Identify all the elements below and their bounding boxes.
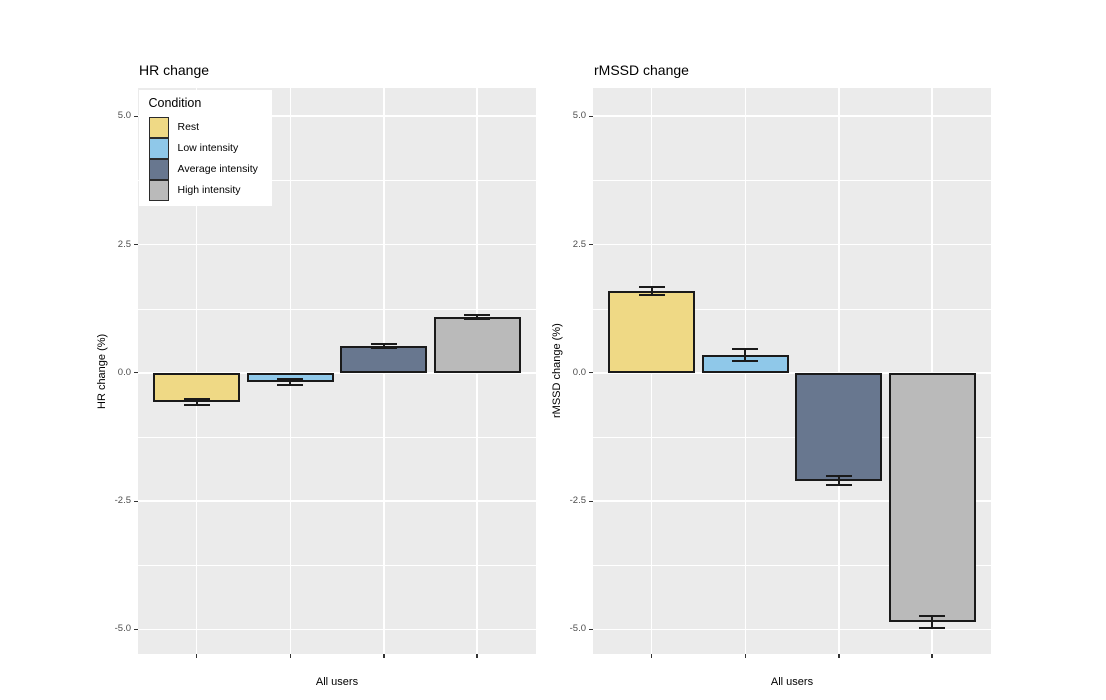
gridline-major-h	[593, 500, 991, 502]
error-bar-cap	[919, 614, 946, 617]
error-bar-cap	[732, 347, 759, 350]
legend-item: Average intensity	[139, 158, 272, 180]
x-tick-mark	[289, 654, 292, 658]
y-tick-mark	[134, 372, 138, 374]
error-bar-cap	[638, 293, 665, 296]
y-tick-mark	[134, 115, 138, 117]
y-tick-mark	[589, 115, 593, 117]
legend-item: Rest	[139, 116, 272, 138]
legend-key-swatch	[148, 158, 169, 180]
legend: Condition Rest Low intensity Average inten…	[138, 89, 272, 206]
y-tick-label: 0.0	[117, 366, 131, 378]
y-tick-label: -2.5	[569, 495, 586, 507]
gridline-minor-h	[593, 436, 991, 438]
gridline-major-v	[289, 88, 292, 654]
gridline-major-h	[593, 372, 991, 374]
error-bar-cap	[183, 403, 210, 406]
gridline-major-h	[138, 115, 536, 117]
gridline-major-h	[593, 243, 991, 246]
error-bar-cap	[277, 384, 304, 387]
gridline-major-h	[593, 115, 991, 117]
x-tick-mark	[838, 654, 840, 658]
error-bar-cap	[370, 347, 397, 350]
x-axis-title-rmssd: All users	[770, 676, 814, 688]
error-bar-cap	[464, 313, 491, 316]
error-bar-line	[289, 378, 292, 386]
legend-key-swatch	[148, 179, 169, 201]
y-tick-mark	[134, 628, 138, 631]
error-bar-cap	[277, 377, 304, 380]
y-tick-label: -5.0	[569, 623, 586, 635]
legend-item-label: Average intensity	[177, 163, 258, 175]
gridline-major-h	[138, 500, 536, 502]
y-tick-label: 5.0	[117, 110, 131, 122]
legend-item: High intensity	[139, 179, 272, 201]
bar-rest	[608, 290, 695, 373]
error-bar-cap	[464, 317, 491, 320]
error-bar-line	[382, 344, 385, 349]
bar-high-intensity	[433, 316, 521, 373]
error-bar-line	[931, 615, 934, 628]
x-tick-mark	[383, 654, 385, 658]
gridline-minor-h	[138, 308, 536, 310]
y-tick-label: 0.0	[572, 366, 586, 378]
gridline-minor-h	[593, 565, 991, 567]
gridline-major-h	[138, 372, 536, 374]
legend-item: Low intensity	[139, 137, 272, 159]
legend-item-label: Low intensity	[177, 142, 239, 154]
x-tick-mark	[195, 654, 198, 658]
y-tick-label: 2.5	[572, 238, 586, 250]
error-bar-line	[476, 314, 479, 319]
y-tick-mark	[589, 244, 593, 246]
gridline-minor-h	[138, 180, 536, 182]
gridline-minor-h	[593, 308, 991, 310]
legend-key-swatch	[148, 137, 169, 159]
gridline-minor-h	[593, 180, 991, 182]
x-tick-mark	[476, 654, 478, 658]
chart-title-rmssd: rMSSD change	[594, 62, 689, 78]
gridline-major-v	[838, 88, 840, 654]
gridline-major-v	[195, 88, 198, 654]
error-bar-cap	[638, 285, 665, 288]
y-tick-mark	[134, 500, 138, 502]
legend-title: Condition	[148, 95, 202, 110]
error-bar-cap	[370, 343, 397, 346]
error-bar-cap	[732, 359, 759, 362]
chart-title-hr: HR change	[139, 62, 210, 78]
x-tick-mark	[650, 654, 653, 658]
error-bar-cap	[919, 626, 946, 629]
y-tick-label: -2.5	[114, 495, 131, 507]
x-tick-mark	[744, 654, 747, 658]
y-tick-label: -5.0	[114, 623, 131, 635]
gridline-major-h	[138, 628, 536, 631]
error-bar-cap	[825, 484, 852, 487]
error-bar-line	[837, 475, 840, 486]
y-tick-label: 5.0	[572, 110, 586, 122]
gridline-major-h	[593, 628, 991, 631]
error-bar-cap	[183, 398, 210, 401]
legend-items: Rest Low intensity Average intensity High i…	[139, 116, 272, 201]
legend-item-label: Rest	[177, 121, 200, 133]
error-bar-line	[650, 286, 653, 295]
gridline-major-h	[138, 243, 536, 246]
y-tick-label: 2.5	[117, 238, 131, 250]
y-tick-mark	[134, 244, 138, 246]
gridline-minor-h	[138, 565, 536, 567]
legend-key-swatch	[148, 116, 169, 138]
y-tick-mark	[589, 500, 593, 502]
x-tick-mark	[931, 654, 933, 658]
bar-average-intensity	[340, 346, 428, 373]
y-tick-mark	[589, 372, 593, 374]
legend-item-label: High intensity	[177, 184, 241, 196]
bar-high-intensity	[888, 372, 976, 622]
gridline-minor-h	[138, 436, 536, 438]
error-bar-cap	[825, 474, 852, 477]
error-bar-line	[744, 348, 747, 361]
gridline-major-v	[931, 88, 933, 654]
bar-average-intensity	[795, 372, 883, 481]
y-tick-mark	[589, 628, 593, 631]
error-bar-line	[195, 399, 198, 405]
x-axis-title-hr: All users	[315, 676, 359, 688]
